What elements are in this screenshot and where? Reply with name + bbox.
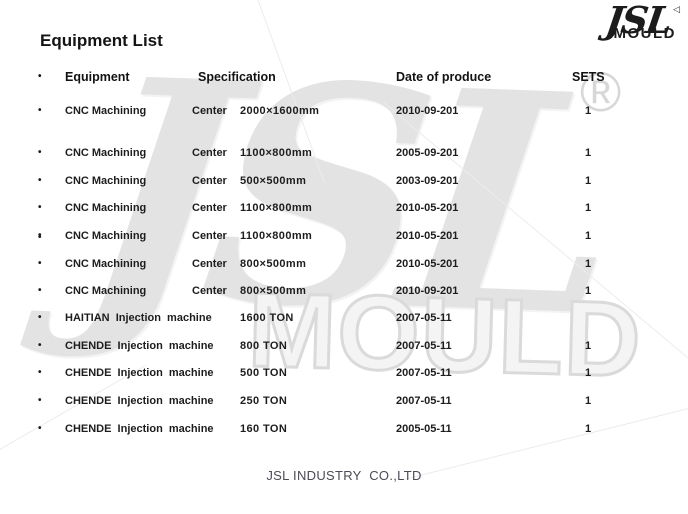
sets-cell: 1 bbox=[585, 175, 592, 187]
equipment-cell: CHENDE Injection machine bbox=[65, 395, 214, 407]
spec-label-cell: Center bbox=[192, 258, 227, 270]
date-cell: 2007-05-11 bbox=[396, 312, 452, 324]
bullet-icon: • bbox=[38, 147, 42, 158]
sets-cell: 1 bbox=[585, 230, 592, 242]
spec-value-cell: 1100×800mm bbox=[240, 230, 313, 242]
sets-cell: 1 bbox=[585, 147, 592, 159]
table-row: • CHENDE Injection machine 160 TON 2005-… bbox=[0, 421, 688, 437]
bullet-icon: • bbox=[38, 423, 42, 434]
equipment-cell: CNC Machining bbox=[65, 147, 147, 159]
spec-label-cell: Center bbox=[192, 147, 227, 159]
page-title: Equipment List bbox=[40, 31, 163, 50]
sets-cell: 1 bbox=[585, 395, 592, 407]
bullet-icon: • bbox=[38, 105, 42, 116]
bullet-icon: • bbox=[38, 175, 42, 186]
bullet-icon: • bbox=[38, 395, 42, 406]
equipment-cell: HAITIAN Injection machine bbox=[65, 312, 212, 324]
equipment-cell: CNC Machining bbox=[65, 175, 147, 187]
bullet-icon: • bbox=[38, 230, 42, 241]
sets-cell: 1 bbox=[585, 340, 592, 352]
equipment-cell: CHENDE Injection machine bbox=[65, 340, 214, 352]
spec-label-cell: Center bbox=[192, 202, 227, 214]
spec-label-cell: Center bbox=[192, 175, 227, 187]
spec-value-cell: 1100×800mm bbox=[240, 202, 313, 214]
bullet-icon: • bbox=[38, 71, 42, 82]
brand-logo: ◁ JSL MOULD bbox=[602, 0, 680, 42]
date-cell: 2007-05-11 bbox=[396, 340, 452, 352]
date-cell: 2007-05-11 bbox=[396, 395, 452, 407]
bullet-icon: • bbox=[38, 285, 42, 296]
spec-value-cell: 250 TON bbox=[240, 395, 288, 407]
table-row: • CNC Machining Center 1100×800mm 2010-0… bbox=[0, 200, 688, 216]
equipment-cell: CNC Machining bbox=[65, 258, 147, 270]
logo-script-text: JSL bbox=[602, 0, 674, 42]
date-cell: 2010-05-201 bbox=[396, 202, 459, 214]
equipment-cell: CHENDE Injection machine bbox=[65, 423, 214, 435]
table-row: • CNC Machining Center 800×500mm 2010-05… bbox=[0, 256, 688, 272]
table-header-row: • Equipment Specification Date of produc… bbox=[0, 69, 688, 85]
header-equipment: Equipment bbox=[65, 70, 130, 84]
table-row: • CNC Machining Center 2000×1600mm 2010-… bbox=[0, 103, 688, 119]
table-row: • CNC Machining Center 500×500mm 2003-09… bbox=[0, 173, 688, 189]
header-sets: SETS bbox=[572, 70, 605, 84]
bullet-icon: • bbox=[38, 367, 42, 378]
sets-cell: 1 bbox=[585, 202, 592, 214]
sets-cell: 1 bbox=[585, 285, 592, 297]
date-cell: 2010-09-201 bbox=[396, 105, 459, 117]
table-row: • CNC Machining Center 1100×800mm 2005-0… bbox=[0, 145, 688, 161]
table-row: • CHENDE Injection machine 500 TON 2007-… bbox=[0, 365, 688, 381]
date-cell: 2007-05-11 bbox=[396, 367, 452, 379]
header-specification: Specification bbox=[198, 70, 276, 84]
spec-value-cell: 500 TON bbox=[240, 367, 288, 379]
bullet-icon: • bbox=[38, 312, 42, 323]
bullet-icon: • bbox=[38, 232, 42, 243]
sets-cell: 1 bbox=[585, 423, 592, 435]
sets-cell: 1 bbox=[585, 105, 592, 117]
table-row: • CNC Machining Center 800×500mm 2010-09… bbox=[0, 283, 688, 299]
header-date-of-produce: Date of produce bbox=[396, 70, 492, 84]
spec-value-cell: 800×500mm bbox=[240, 258, 307, 270]
table-row: • CHENDE Injection machine 800 TON 2007-… bbox=[0, 338, 688, 354]
spec-label-cell: Center bbox=[192, 105, 227, 117]
spec-value-cell: 1100×800mm bbox=[240, 147, 313, 159]
spec-value-cell: 500×500mm bbox=[240, 175, 307, 187]
equipment-cell: CHENDE Injection machine bbox=[65, 367, 214, 379]
bullet-icon: • bbox=[38, 202, 42, 213]
table-row: • HAITIAN Injection machine 1600 TON 200… bbox=[0, 310, 688, 326]
trademark-icon: ◁ bbox=[673, 4, 680, 14]
table-row: • CNC Machining Center 1100×800mm 2010-0… bbox=[0, 228, 688, 244]
sets-cell: 1 bbox=[585, 367, 592, 379]
date-cell: 2005-05-11 bbox=[396, 423, 452, 435]
equipment-cell: CNC Machining bbox=[65, 285, 147, 297]
logo-word-text: MOULD bbox=[613, 25, 676, 42]
bullet-icon: • bbox=[38, 340, 42, 351]
stray-bullet-row: • bbox=[0, 214, 688, 243]
spec-value-cell: 160 TON bbox=[240, 423, 288, 435]
sets-cell: 1 bbox=[585, 258, 592, 270]
equipment-cell: CNC Machining bbox=[65, 105, 147, 117]
date-cell: 2010-09-201 bbox=[396, 285, 459, 297]
spec-label-cell: Center bbox=[192, 230, 227, 242]
equipment-cell: CNC Machining bbox=[65, 230, 147, 242]
date-cell: 2010-05-201 bbox=[396, 258, 459, 270]
spec-label-cell: Center bbox=[192, 285, 227, 297]
spec-value-cell: 800×500mm bbox=[240, 285, 307, 297]
spec-value-cell: 2000×1600mm bbox=[240, 105, 320, 117]
table-row: • CHENDE Injection machine 250 TON 2007-… bbox=[0, 393, 688, 409]
footer-company-name: JSL INDUSTRY CO.,LTD bbox=[266, 468, 422, 483]
spec-value-cell: 800 TON bbox=[240, 340, 288, 352]
date-cell: 2010-05-201 bbox=[396, 230, 459, 242]
date-cell: 2003-09-201 bbox=[396, 175, 459, 187]
equipment-cell: CNC Machining bbox=[65, 202, 147, 214]
date-cell: 2005-09-201 bbox=[396, 147, 459, 159]
bullet-icon: • bbox=[38, 258, 42, 269]
spec-value-cell: 1600 TON bbox=[240, 312, 294, 324]
